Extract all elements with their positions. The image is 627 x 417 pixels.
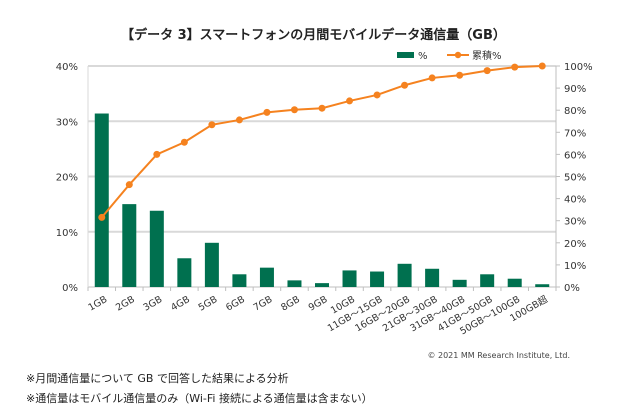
bar xyxy=(94,113,109,287)
left-axis-tick-label: 30% xyxy=(56,117,78,128)
bar xyxy=(535,284,550,287)
line-point xyxy=(373,91,381,99)
right-axis-tick-label: 40% xyxy=(564,195,586,206)
right-axis-tick-label: 20% xyxy=(564,239,586,250)
line-point xyxy=(290,106,298,114)
bar-series xyxy=(94,113,550,287)
chart-title: 【データ 3】スマートフォンの月間モバイルデータ通信量（GB） xyxy=(121,28,506,43)
bar xyxy=(425,268,440,287)
line-point xyxy=(125,181,133,189)
line-point xyxy=(180,138,188,146)
right-axis-tick-label: 50% xyxy=(564,173,586,184)
left-axis-tick-label: 40% xyxy=(56,62,78,73)
right-axis-tick-label: 70% xyxy=(564,128,586,139)
left-axis-tick-label: 20% xyxy=(56,173,78,184)
right-axis-tick-label: 0% xyxy=(564,283,580,294)
x-axis-tick-label: 6GB xyxy=(224,294,247,313)
x-axis-tick-label: 1GB xyxy=(86,294,109,313)
bar xyxy=(204,242,219,287)
right-axis-tick-label: 30% xyxy=(564,217,586,228)
bar xyxy=(342,270,357,287)
cumulative-line xyxy=(100,65,543,219)
bar xyxy=(452,279,467,287)
bar xyxy=(397,263,412,287)
footnote-2: ※通信量はモバイル通信量のみ（Wi-Fi 接続による通信量は含まない） xyxy=(26,392,373,405)
line-point xyxy=(428,74,436,82)
bar xyxy=(232,274,247,287)
line-point xyxy=(401,81,409,89)
legend: % 累積% xyxy=(397,49,502,62)
legend-bar-label: % xyxy=(418,51,428,62)
bar xyxy=(177,258,192,287)
line-point xyxy=(263,108,271,116)
line-point xyxy=(98,213,106,221)
line-point xyxy=(318,104,326,112)
line-point xyxy=(235,116,243,124)
axes: 0% 10% 20% 30% 40% 0% 10% 20% 30% 40% 50% 60% 70% 80%… xyxy=(56,62,593,337)
bar xyxy=(370,271,385,287)
bar xyxy=(259,267,274,287)
bar xyxy=(480,274,495,287)
bar xyxy=(315,283,329,287)
bar xyxy=(122,204,137,287)
legend-bar-swatch xyxy=(397,52,414,58)
x-axis-tick-label: 4GB xyxy=(169,294,192,313)
x-axis-tick-label: 9GB xyxy=(307,294,330,313)
x-axis-tick-label: 3GB xyxy=(142,294,165,313)
line-point xyxy=(456,71,464,79)
footnote-1: ※月間通信量について GB で回答した結果による分析 xyxy=(26,372,289,385)
right-axis-tick-label: 80% xyxy=(564,106,586,117)
line-point xyxy=(346,97,354,105)
bar xyxy=(149,210,164,287)
right-axis-tick-label: 100% xyxy=(564,62,593,73)
x-axis-tick-label: 8GB xyxy=(279,294,302,313)
line-point xyxy=(153,150,161,158)
cumulative-line-series xyxy=(98,62,546,221)
line-point xyxy=(483,67,491,75)
x-axis-tick-label: 5GB xyxy=(197,294,220,313)
right-axis-tick-label: 90% xyxy=(564,84,586,95)
bar xyxy=(507,278,522,287)
line-point xyxy=(538,62,546,70)
x-axis-tick-label: 7GB xyxy=(252,294,275,313)
bar xyxy=(287,280,302,287)
legend-line-label: 累積% xyxy=(472,49,502,62)
legend-line-marker xyxy=(454,51,462,59)
x-axis-tick-label: 2GB xyxy=(114,294,137,313)
left-axis-tick-label: 10% xyxy=(56,228,78,239)
line-point xyxy=(511,63,519,71)
line-point xyxy=(208,121,216,129)
left-axis-tick-label: 0% xyxy=(62,283,78,294)
right-axis-tick-label: 10% xyxy=(564,261,586,272)
copyright-text: © 2021 MM Research Institute, Ltd. xyxy=(427,351,570,360)
right-axis-tick-label: 60% xyxy=(564,150,586,161)
